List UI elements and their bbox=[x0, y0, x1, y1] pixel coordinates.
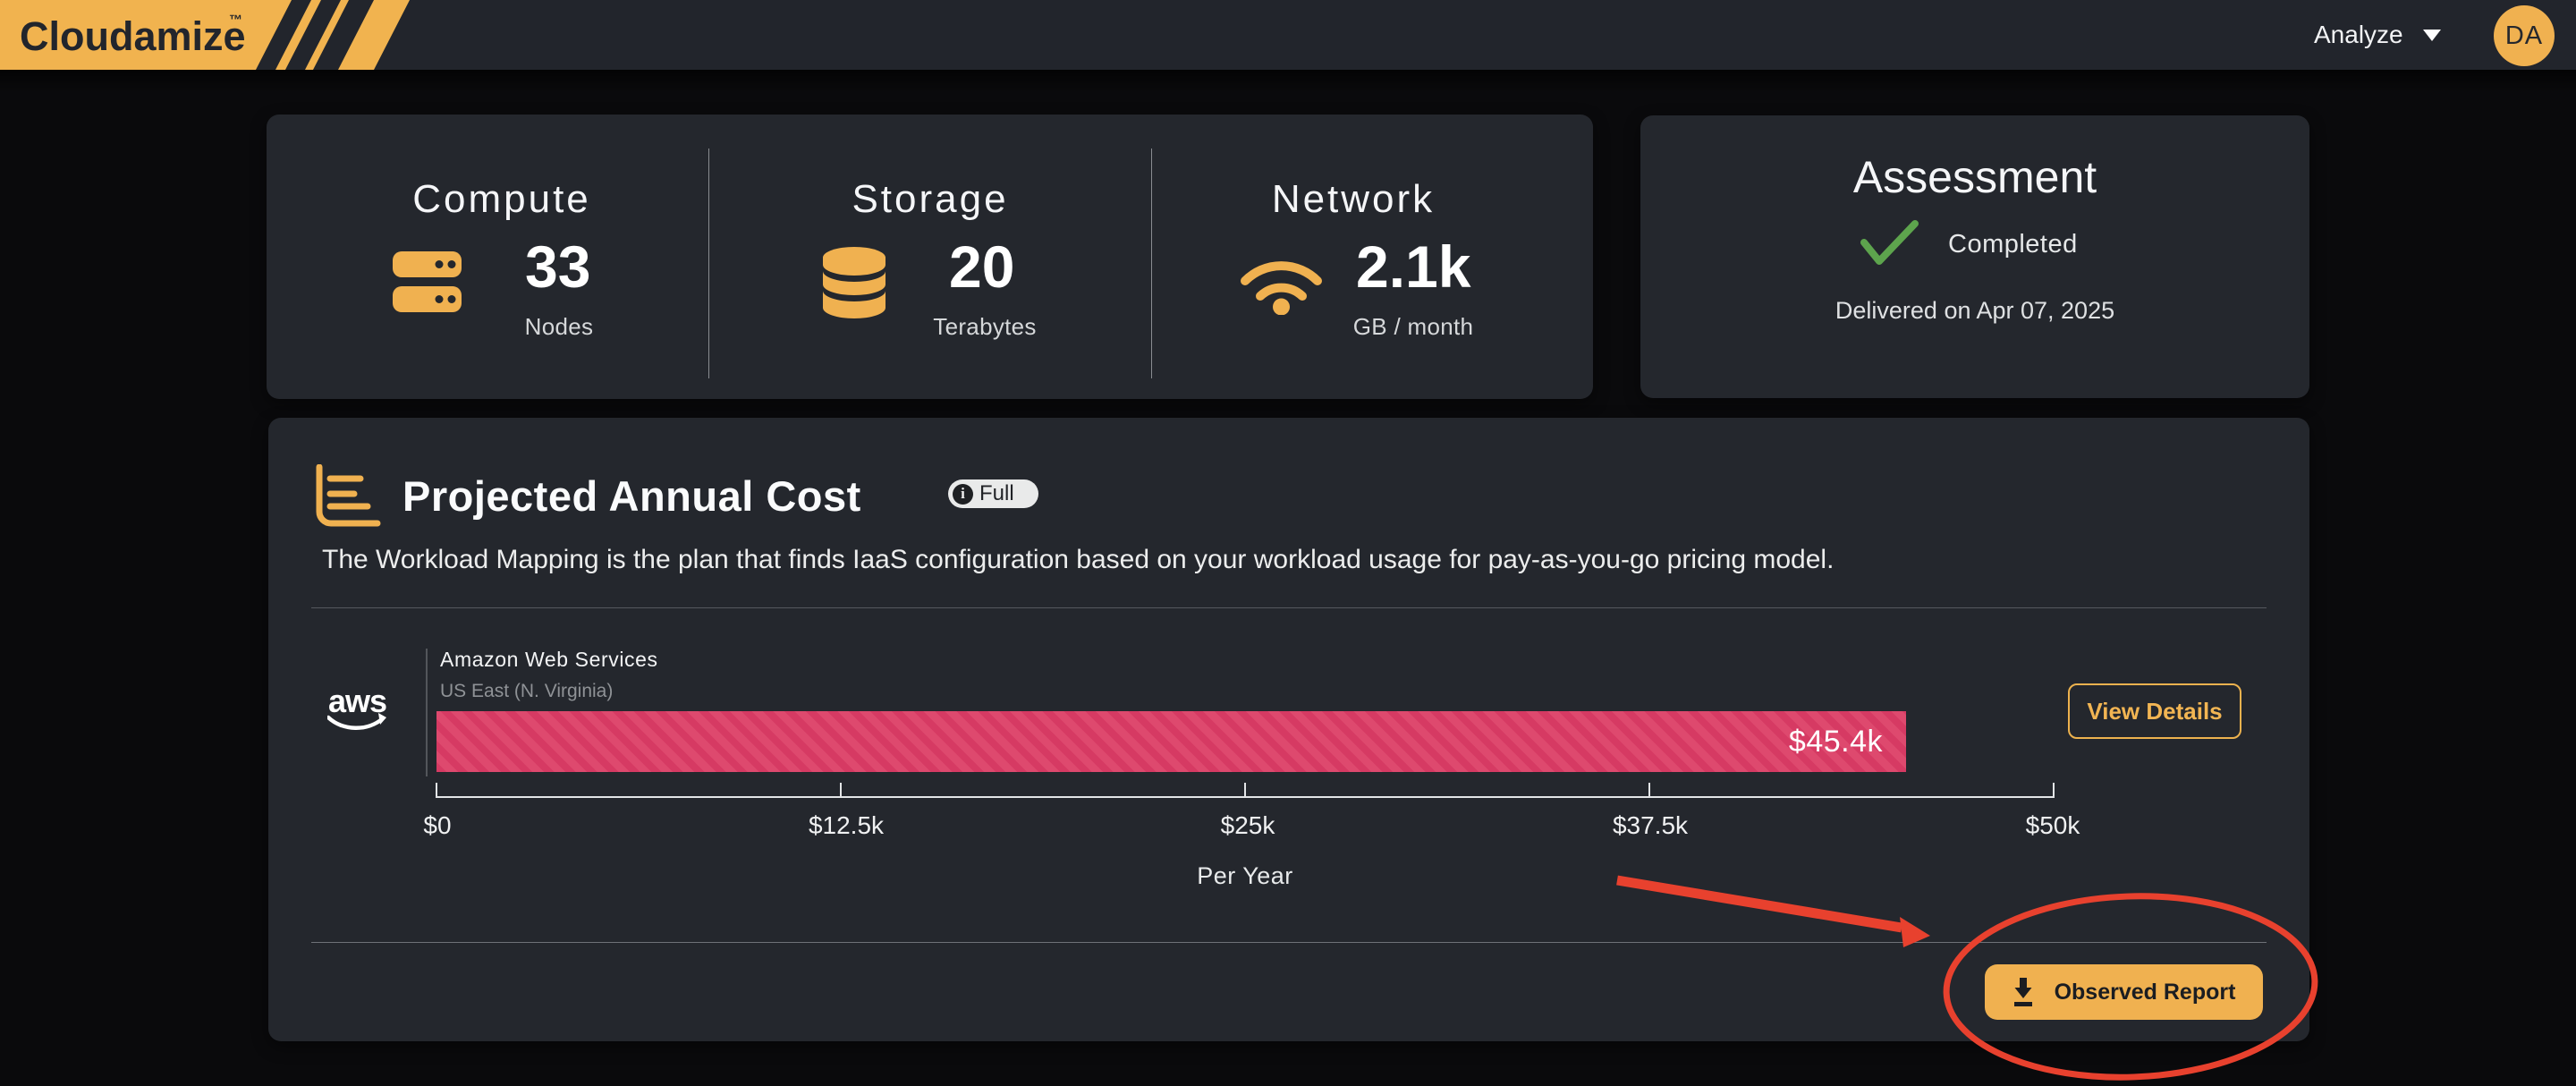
svg-text:aws: aws bbox=[328, 686, 386, 719]
